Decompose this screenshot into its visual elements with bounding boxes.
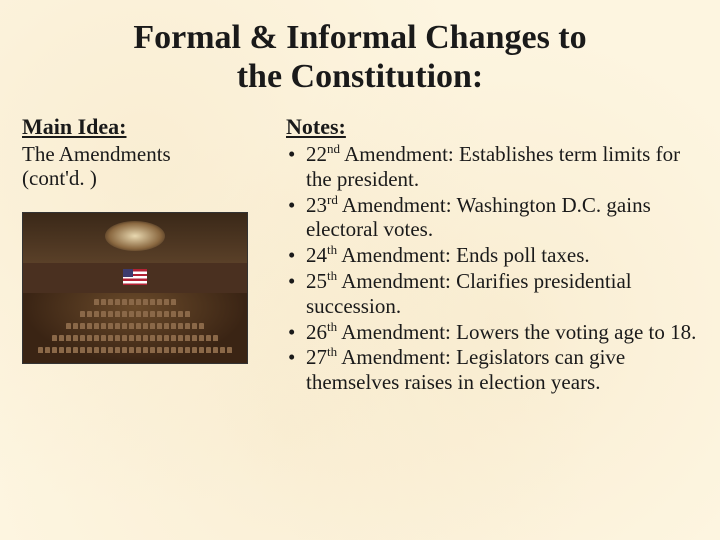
amendment-text: Amendment: Legislators can give themselv… xyxy=(306,345,625,394)
amendment-text: Amendment: Clarifies presidential succes… xyxy=(306,269,632,318)
main-idea-body: The Amendments (cont'd. ) xyxy=(22,142,258,190)
ordinal: th xyxy=(327,319,337,334)
slide-title: Formal & Informal Changes to the Constit… xyxy=(22,18,698,96)
amendment-text: Amendment: Establishes term limits for t… xyxy=(306,142,680,191)
image-seats xyxy=(23,297,247,363)
ordinal: rd xyxy=(327,192,338,207)
list-item: 25th Amendment: Clarifies presidential s… xyxy=(286,269,698,319)
list-item: 22nd Amendment: Establishes term limits … xyxy=(286,142,698,192)
main-idea-heading: Main Idea: xyxy=(22,114,258,140)
amendment-num: 22 xyxy=(306,142,327,166)
notes-heading: Notes: xyxy=(286,114,698,140)
amendment-num: 27 xyxy=(306,345,327,369)
title-line-2: the Constitution: xyxy=(237,58,484,95)
amendment-num: 24 xyxy=(306,243,327,267)
amendment-num: 23 xyxy=(306,193,327,217)
amendment-num: 25 xyxy=(306,269,327,293)
list-item: 26th Amendment: Lowers the voting age to… xyxy=(286,320,698,345)
left-column: Main Idea: The Amendments (cont'd. ) xyxy=(22,114,258,396)
amendment-num: 26 xyxy=(306,320,327,344)
us-flag-icon xyxy=(123,269,147,285)
right-column: Notes: 22nd Amendment: Establishes term … xyxy=(286,114,698,396)
ordinal: th xyxy=(327,242,337,257)
congress-chamber-image xyxy=(22,212,248,364)
list-item: 27th Amendment: Legislators can give the… xyxy=(286,345,698,395)
notes-list: 22nd Amendment: Establishes term limits … xyxy=(286,142,698,395)
ordinal: th xyxy=(327,344,337,359)
ordinal: th xyxy=(327,268,337,283)
amendment-text: Amendment: Lowers the voting age to 18. xyxy=(337,320,696,344)
content-area: Main Idea: The Amendments (cont'd. ) Not… xyxy=(22,114,698,396)
amendment-text: Amendment: Washington D.C. gains elector… xyxy=(306,193,651,242)
image-ceiling xyxy=(23,213,247,263)
amendment-text: Amendment: Ends poll taxes. xyxy=(337,243,590,267)
list-item: 23rd Amendment: Washington D.C. gains el… xyxy=(286,193,698,243)
ordinal: nd xyxy=(327,141,340,156)
title-line-1: Formal & Informal Changes to xyxy=(133,19,586,56)
list-item: 24th Amendment: Ends poll taxes. xyxy=(286,243,698,268)
